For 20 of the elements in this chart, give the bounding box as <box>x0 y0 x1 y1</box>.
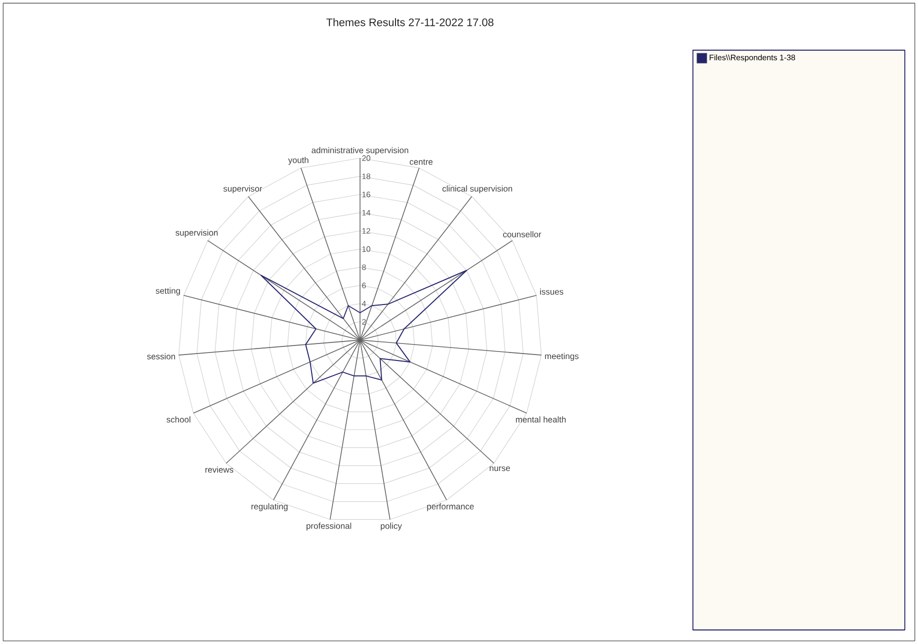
spoke-label: performance <box>427 503 474 512</box>
spoke-label: meetings <box>545 352 579 361</box>
spoke-label: mental health <box>516 416 566 422</box>
spoke-label: supervisor <box>223 185 262 194</box>
spoke-label: issues <box>540 288 564 295</box>
spoke-label: reviews <box>205 466 234 473</box>
spoke-label: nurse <box>490 466 510 472</box>
spoke-label: session <box>147 353 176 360</box>
chart-title: Themes Results 27-11-2022 17.08 <box>326 18 494 26</box>
spoke-label: school <box>166 416 190 422</box>
spoke-label: youth <box>288 156 308 165</box>
spoke-label: clinical supervision <box>442 185 512 194</box>
spoke-label: setting <box>156 287 180 296</box>
spoke-label: regulating <box>251 503 288 512</box>
spoke-label: supervision <box>176 229 218 238</box>
spoke-label: centre <box>410 159 433 165</box>
spoke-label: policy <box>380 522 402 531</box>
spoke-label: counsellor <box>503 231 542 238</box>
spoke-label: administrative supervision <box>312 146 408 155</box>
spoke-label: professional <box>306 522 352 531</box>
